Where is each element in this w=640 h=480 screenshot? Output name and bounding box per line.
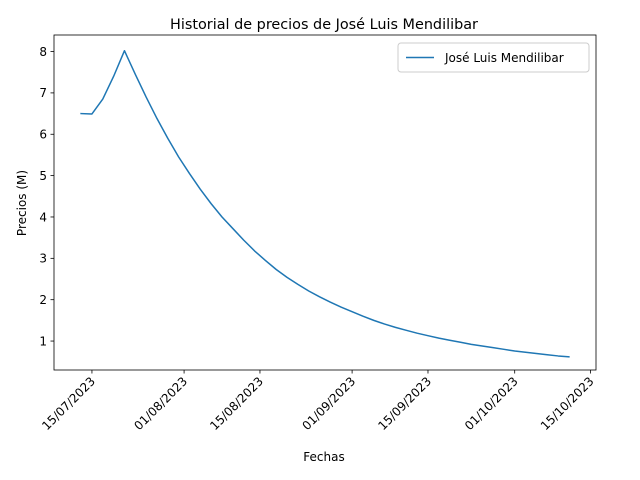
legend-box <box>397 42 590 73</box>
y-tick-label: 4 <box>39 210 47 224</box>
plot-area <box>53 34 597 371</box>
y-axis: 1 2 3 4 5 6 7 8 <box>39 45 54 348</box>
y-tick-label: 6 <box>39 128 47 142</box>
y-tick-label: 1 <box>39 334 47 348</box>
legend-label: José Luis Mendilibar <box>444 51 564 65</box>
series-line-jose-luis-mendilibar <box>80 49 570 358</box>
y-axis-label: Precios (M) <box>15 170 29 236</box>
y-tick-label: 8 <box>39 45 47 59</box>
y-tick-label: 2 <box>39 293 47 307</box>
chart-title: Historial de precios de José Luis Mendil… <box>170 17 478 33</box>
y-tick-label: 3 <box>39 252 47 266</box>
legend: José Luis Mendilibar <box>397 42 590 73</box>
y-tick-label: 5 <box>39 169 47 183</box>
y-tick-label: 7 <box>39 86 47 100</box>
x-axis-label: Fechas <box>303 450 344 464</box>
